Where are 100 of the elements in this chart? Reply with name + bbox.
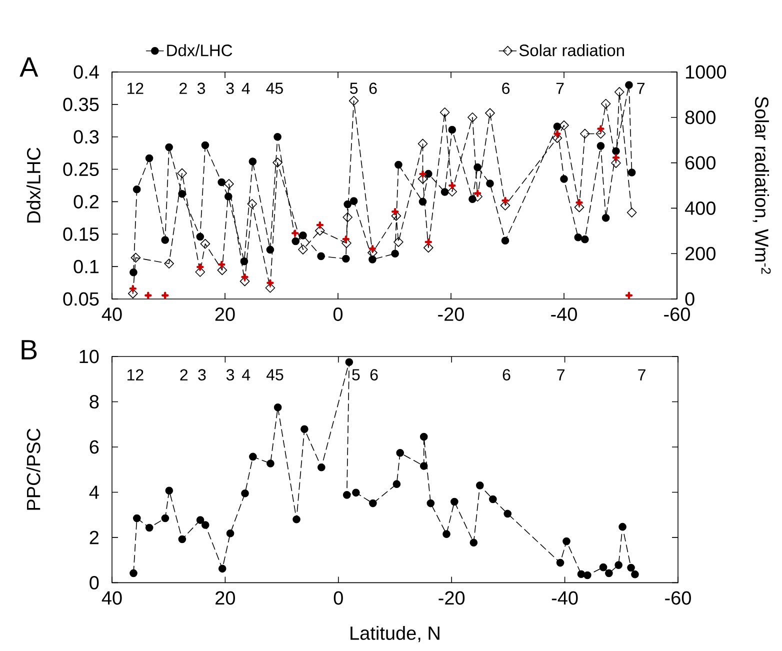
- annotation: 5: [350, 82, 358, 94]
- point: [394, 237, 404, 247]
- point: [274, 132, 282, 141]
- point: [448, 126, 456, 134]
- point: [241, 273, 248, 281]
- point: [145, 524, 154, 532]
- annotation: 4: [242, 82, 250, 94]
- point: [485, 108, 495, 118]
- annotation: 7: [637, 82, 644, 94]
- point: [292, 515, 300, 524]
- point: [161, 236, 170, 244]
- x-tick-label: 40: [102, 308, 122, 321]
- y-tick-label: 8: [90, 395, 99, 408]
- point: [218, 564, 226, 573]
- y-tick-label: 0.15: [63, 227, 99, 241]
- point: [241, 489, 249, 498]
- point: [580, 128, 590, 139]
- point: [448, 182, 456, 190]
- y-axis-title: PPC/PSC: [26, 428, 40, 510]
- x-tick-label: -20: [438, 591, 465, 605]
- point: [292, 237, 300, 246]
- y-tick-label: 2: [90, 530, 99, 544]
- point: [468, 195, 476, 204]
- y2-tick-label: 800: [685, 110, 716, 124]
- point: [130, 268, 138, 276]
- y2-tick-label: 400: [684, 201, 716, 215]
- point: [342, 491, 351, 499]
- x-tick-label: -20: [438, 308, 464, 321]
- annotation: 7: [557, 369, 564, 380]
- point: [272, 158, 282, 168]
- y-axis-title: Ddx/LHC: [26, 148, 40, 222]
- point: [486, 180, 494, 188]
- point: [177, 168, 187, 178]
- annotation: 3: [226, 82, 234, 94]
- annotation: 6: [502, 82, 510, 94]
- annotation: 3: [197, 82, 206, 94]
- point: [368, 256, 376, 264]
- point: [611, 158, 621, 168]
- point: [628, 168, 636, 176]
- point: [394, 160, 402, 169]
- point: [298, 244, 308, 254]
- x-axis-title: Latitude, N: [350, 626, 440, 642]
- point: [129, 284, 136, 292]
- point: [447, 186, 458, 197]
- point: [626, 208, 637, 218]
- point: [600, 98, 611, 109]
- point: [274, 403, 282, 412]
- y-tick-label: 0.35: [63, 98, 99, 112]
- point: [574, 233, 582, 242]
- y-tick-label: 4: [89, 486, 99, 499]
- y2-tick-label: 1000: [686, 65, 726, 79]
- x-tick-label: 20: [215, 308, 235, 321]
- point: [596, 142, 605, 150]
- y-tick-label: 0.2: [74, 194, 99, 208]
- point: [218, 178, 226, 186]
- annotation: 3: [226, 369, 234, 380]
- point: [470, 538, 478, 547]
- point: [201, 521, 210, 529]
- point: [249, 452, 257, 461]
- point: [161, 514, 170, 522]
- legend-label: Solar radiation: [519, 44, 624, 56]
- point: [130, 569, 138, 578]
- y2-tick-label: 0: [685, 292, 694, 306]
- point: [165, 143, 173, 152]
- point: [631, 570, 639, 578]
- point: [316, 221, 324, 229]
- x-tick-label: 20: [216, 591, 236, 605]
- x-tick-label: -40: [551, 308, 577, 321]
- annotation: 45: [266, 369, 284, 380]
- point: [474, 163, 482, 172]
- x-tick-label: 0: [333, 308, 343, 321]
- annotation: 4: [242, 369, 250, 380]
- point: [442, 530, 450, 538]
- point: [440, 107, 450, 118]
- point: [562, 537, 570, 546]
- annotation: 45: [266, 82, 283, 94]
- annotation: 6: [369, 82, 377, 94]
- point: [196, 516, 204, 524]
- y2-tick-label: 600: [685, 156, 716, 170]
- point: [348, 96, 359, 106]
- point: [559, 120, 569, 130]
- y-tick-label: 0.05: [63, 292, 99, 306]
- point: [226, 529, 234, 538]
- point: [504, 510, 512, 518]
- point: [556, 558, 564, 567]
- point: [584, 571, 592, 580]
- annotation: 12: [128, 369, 144, 380]
- y-tick-label: 0.4: [74, 65, 99, 79]
- point: [625, 81, 633, 89]
- point: [560, 175, 568, 183]
- point: [200, 238, 210, 249]
- annotation: 3: [198, 369, 206, 380]
- point: [391, 208, 399, 216]
- point: [178, 190, 186, 198]
- point: [627, 564, 635, 572]
- point: [132, 185, 141, 194]
- point: [614, 87, 624, 97]
- point: [614, 561, 622, 569]
- point: [576, 198, 583, 206]
- annotation: 7: [638, 369, 646, 380]
